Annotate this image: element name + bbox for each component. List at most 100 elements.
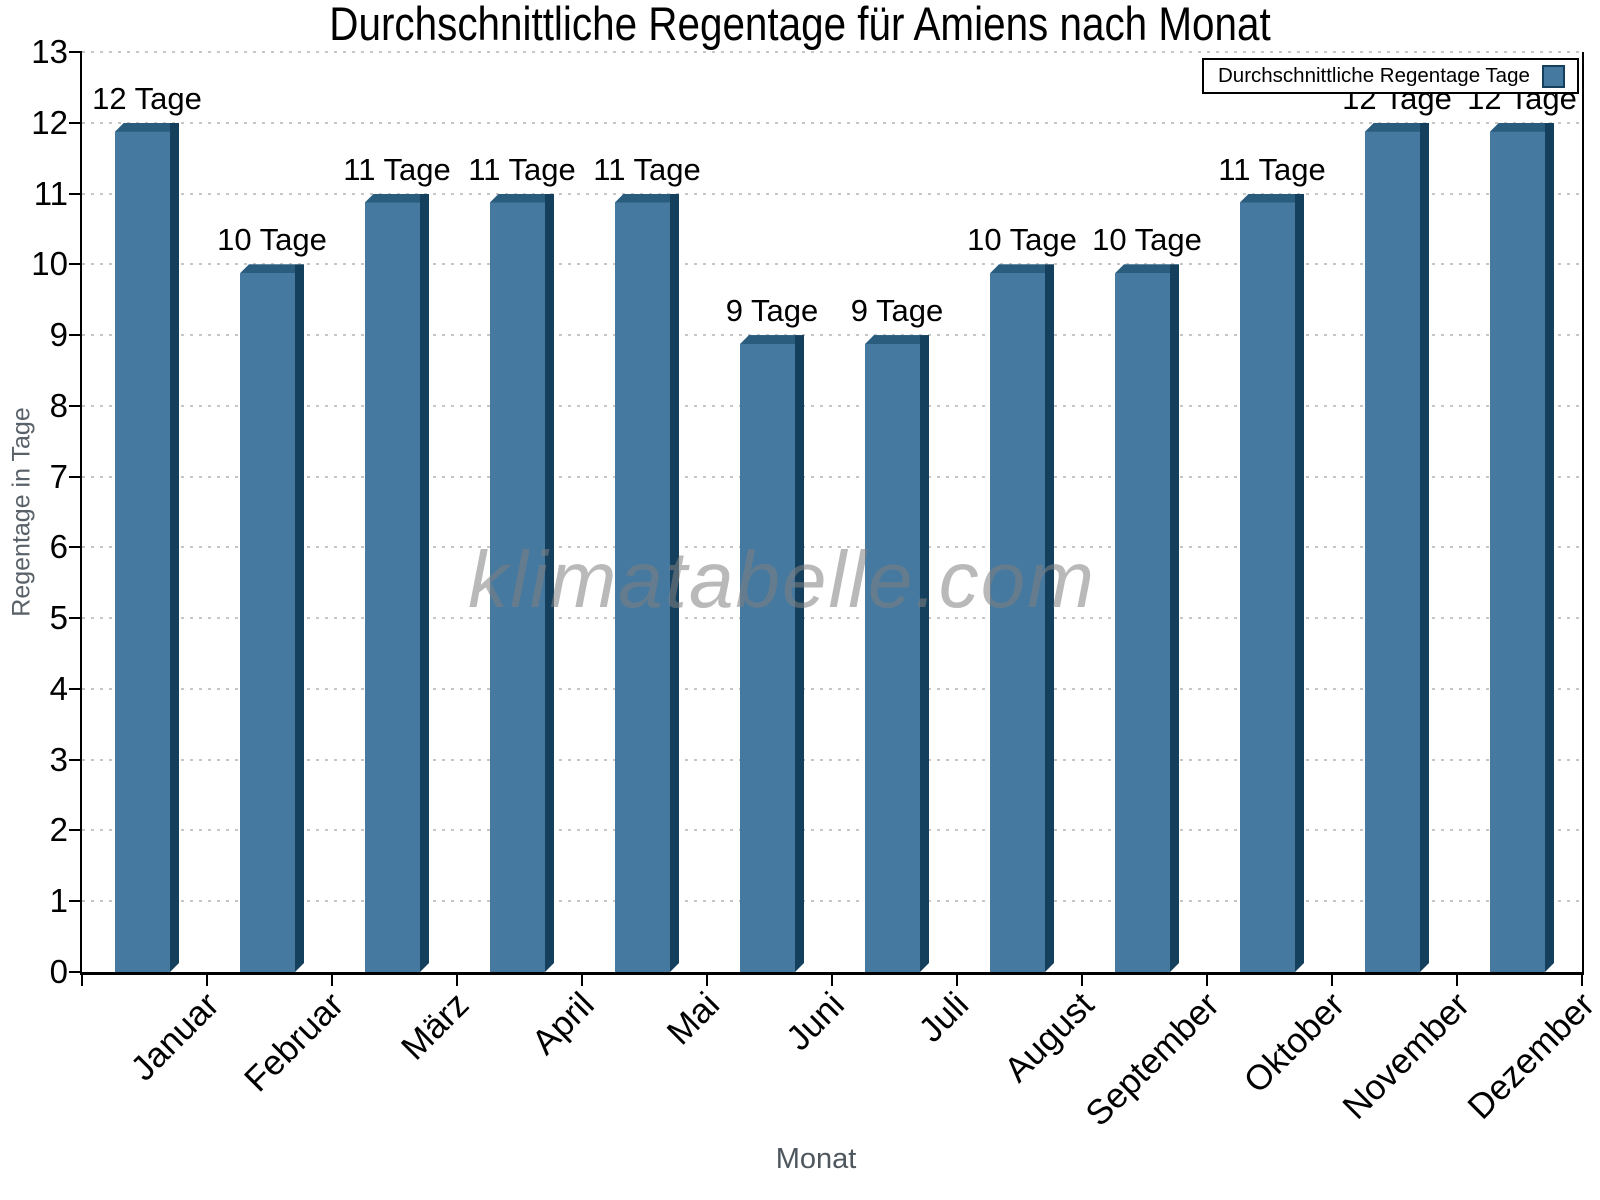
bar-august — [990, 264, 1054, 972]
y-tick-mark — [69, 971, 82, 973]
legend-swatch-icon — [1541, 64, 1565, 88]
gridline-7 — [82, 475, 1582, 478]
gridline-12 — [82, 121, 1582, 124]
bar-top-bevel — [365, 193, 429, 203]
x-tick-label-oktober: Oktober — [1235, 985, 1352, 1101]
bar-face — [990, 264, 1045, 972]
y-tick-mark — [69, 758, 82, 761]
y-tick-label-7: 7 — [49, 457, 68, 495]
bar-top-bevel — [115, 122, 179, 132]
plot-area: 12 Tage 10 Tage 11 Tage 11 Tage 11 Tage 9 Tag… — [80, 51, 1584, 975]
gridline-8 — [82, 404, 1582, 407]
bar-top-bevel — [865, 335, 929, 345]
bar-side-shadow — [1045, 264, 1054, 972]
y-tick-label-6: 6 — [49, 528, 68, 566]
bar-februar — [240, 264, 304, 972]
bar-face — [1490, 122, 1545, 972]
gridline-1 — [82, 900, 1582, 903]
bar-märz — [365, 193, 429, 972]
gridline-3 — [82, 758, 1582, 761]
gridline-10 — [82, 263, 1582, 266]
bar-value-label-oktober: 11 Tage — [1218, 151, 1326, 187]
bar-side-shadow — [170, 123, 179, 972]
bar-top-bevel — [1240, 193, 1304, 203]
bar-value-label-august: 10 Tage — [967, 222, 1077, 258]
x-tick-label-dezember: Dezember — [1459, 985, 1600, 1127]
bar-face — [365, 193, 420, 972]
y-tick-mark — [69, 51, 82, 53]
x-tick-mark — [1456, 972, 1458, 986]
x-tick-mark — [331, 972, 333, 986]
bar-value-label-märz: 11 Tage — [343, 151, 451, 187]
legend-label: Durchschnittliche Regentage Tage — [1218, 64, 1530, 87]
bar-side-shadow — [1295, 194, 1304, 972]
bar-juni — [740, 335, 804, 972]
y-tick-label-12: 12 — [31, 103, 68, 141]
x-tick-mark — [956, 972, 958, 986]
y-tick-label-2: 2 — [49, 811, 68, 849]
gridline-5 — [82, 617, 1582, 620]
x-axis-title: Monat — [775, 1143, 857, 1175]
x-tick-label-märz: März — [394, 985, 477, 1068]
bar-face — [615, 193, 670, 972]
y-tick-mark — [69, 334, 82, 337]
bar-face — [490, 193, 545, 972]
y-tick-mark — [69, 829, 82, 832]
y-tick-mark — [69, 192, 82, 195]
x-tick-label-august: August — [996, 985, 1102, 1090]
gridline-6 — [82, 546, 1582, 549]
bar-side-shadow — [1545, 123, 1554, 972]
bar-top-bevel — [490, 193, 554, 203]
bar-side-shadow — [920, 335, 929, 972]
gridline-9 — [82, 334, 1582, 337]
x-tick-label-juli: Juli — [911, 985, 977, 1050]
y-tick-mark — [69, 617, 82, 620]
bar-face — [240, 264, 295, 972]
bar-side-shadow — [1170, 264, 1179, 972]
x-tick-mark — [1331, 972, 1333, 986]
x-tick-label-september: September — [1077, 985, 1227, 1134]
y-tick-label-0: 0 — [49, 953, 68, 990]
x-tick-mark — [831, 972, 833, 986]
bar-april — [490, 193, 554, 972]
x-tick-mark — [1206, 972, 1208, 986]
bar-value-label-september: 10 Tage — [1092, 222, 1202, 258]
y-tick-label-1: 1 — [49, 882, 68, 920]
bar-value-label-januar: 12 Tage — [92, 80, 202, 116]
y-tick-label-5: 5 — [49, 599, 68, 637]
legend: Durchschnittliche Regentage Tage — [1202, 58, 1579, 94]
bar-value-label-april: 11 Tage — [468, 151, 576, 187]
y-tick-mark — [69, 546, 82, 549]
x-tick-label-juni: Juni — [778, 985, 852, 1058]
y-tick-label-9: 9 — [49, 316, 68, 354]
y-tick-mark — [69, 263, 82, 266]
bar-juli — [865, 335, 929, 972]
bar-side-shadow — [295, 264, 304, 972]
y-tick-mark — [69, 121, 82, 124]
y-tick-label-8: 8 — [49, 386, 68, 424]
bar-face — [1240, 193, 1295, 972]
x-tick-mark — [1081, 972, 1083, 986]
bar-top-bevel — [240, 264, 304, 274]
bar-top-bevel — [1115, 264, 1179, 274]
gridline-2 — [82, 829, 1582, 832]
bar-oktober — [1240, 193, 1304, 972]
bar-side-shadow — [670, 194, 679, 972]
chart-title: Durchschnittliche Regentage für Amiens n… — [329, 0, 1271, 50]
bar-dezember — [1490, 122, 1554, 972]
bar-top-bevel — [615, 193, 679, 203]
watermark: klimatabelle.com — [468, 535, 1096, 624]
bar-januar — [115, 122, 179, 972]
x-tick-mark — [1581, 972, 1583, 986]
bar-top-bevel — [740, 335, 804, 345]
y-tick-label-10: 10 — [31, 245, 68, 283]
x-tick-label-april: April — [524, 985, 602, 1063]
bar-face — [1115, 264, 1170, 972]
y-tick-mark — [69, 687, 82, 690]
y-tick-label-3: 3 — [49, 740, 68, 778]
bar-face — [865, 335, 920, 972]
x-tick-label-januar: Januar — [123, 985, 227, 1089]
y-tick-label-13: 13 — [31, 33, 68, 70]
x-tick-label-februar: Februar — [237, 985, 352, 1100]
